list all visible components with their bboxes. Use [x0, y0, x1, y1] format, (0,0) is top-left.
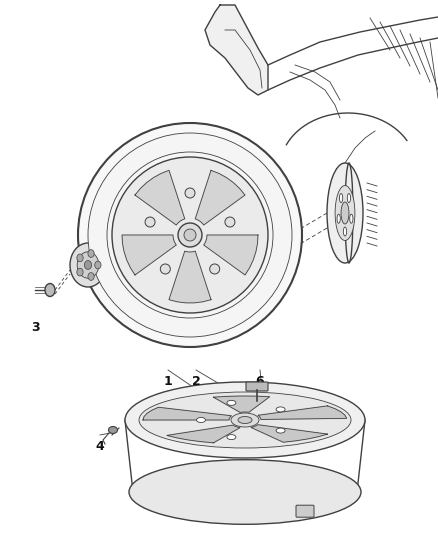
Circle shape	[225, 217, 235, 227]
Ellipse shape	[341, 202, 349, 224]
Ellipse shape	[178, 223, 202, 247]
Text: 6: 6	[256, 375, 264, 388]
Ellipse shape	[88, 133, 292, 337]
Ellipse shape	[112, 157, 268, 313]
Ellipse shape	[88, 249, 94, 257]
Polygon shape	[251, 425, 328, 442]
Polygon shape	[204, 235, 258, 275]
Ellipse shape	[343, 227, 346, 236]
Ellipse shape	[276, 428, 285, 433]
Ellipse shape	[95, 261, 101, 269]
Text: 2: 2	[192, 375, 200, 388]
Circle shape	[210, 264, 220, 274]
Ellipse shape	[77, 254, 83, 262]
Text: 4: 4	[95, 440, 104, 453]
Ellipse shape	[70, 243, 106, 287]
Circle shape	[160, 264, 170, 274]
Polygon shape	[167, 425, 240, 443]
Polygon shape	[135, 171, 185, 225]
Ellipse shape	[88, 273, 94, 280]
Text: 3: 3	[31, 321, 39, 334]
Ellipse shape	[327, 163, 363, 263]
Ellipse shape	[184, 229, 196, 241]
Ellipse shape	[197, 417, 205, 423]
Ellipse shape	[139, 392, 351, 448]
Ellipse shape	[77, 268, 83, 276]
Ellipse shape	[276, 407, 285, 412]
Ellipse shape	[109, 426, 117, 433]
FancyBboxPatch shape	[246, 382, 268, 391]
Ellipse shape	[337, 214, 340, 223]
Polygon shape	[213, 396, 270, 413]
Ellipse shape	[227, 434, 236, 440]
Circle shape	[185, 188, 195, 198]
Polygon shape	[169, 251, 211, 303]
Ellipse shape	[238, 416, 252, 424]
Ellipse shape	[347, 193, 350, 203]
Ellipse shape	[231, 413, 259, 427]
Polygon shape	[143, 407, 231, 420]
Ellipse shape	[227, 400, 236, 406]
Polygon shape	[258, 406, 347, 419]
Polygon shape	[205, 5, 268, 95]
Ellipse shape	[77, 252, 99, 278]
Ellipse shape	[339, 193, 343, 203]
Ellipse shape	[45, 284, 55, 296]
Polygon shape	[122, 235, 176, 275]
Ellipse shape	[129, 459, 361, 524]
Text: 1: 1	[164, 375, 173, 388]
Ellipse shape	[125, 382, 365, 458]
Circle shape	[145, 217, 155, 227]
Ellipse shape	[85, 261, 92, 269]
Polygon shape	[195, 171, 245, 225]
Ellipse shape	[78, 123, 302, 347]
FancyBboxPatch shape	[296, 505, 314, 517]
Ellipse shape	[350, 214, 353, 223]
Ellipse shape	[335, 185, 355, 240]
